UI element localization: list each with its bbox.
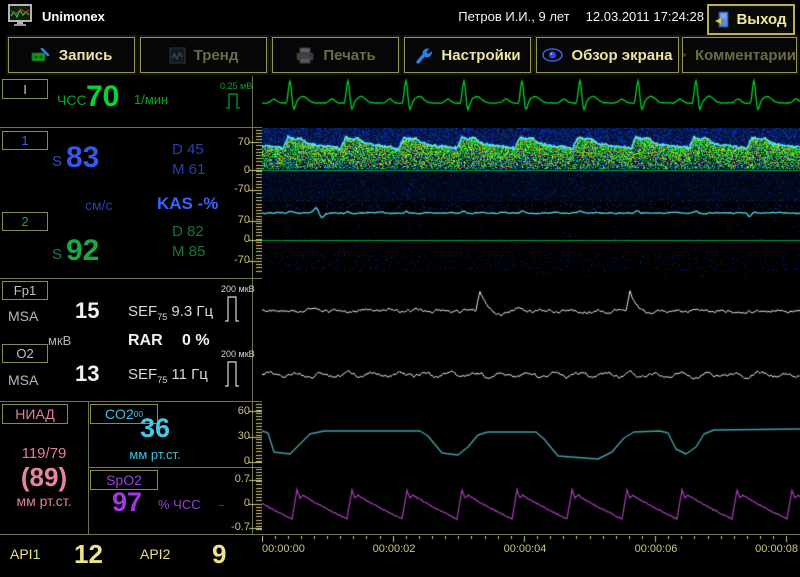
eeg-unit: мкВ	[48, 333, 72, 348]
bottom-divider	[0, 534, 800, 535]
record-icon	[31, 47, 50, 62]
doppler-ch2-s-label: S	[52, 246, 63, 263]
comments-button[interactable]: Комментарии	[682, 37, 797, 73]
eye-icon	[542, 48, 564, 62]
api1-value: 12	[74, 539, 103, 569]
trend-button[interactable]: Тренд	[140, 37, 267, 73]
nibp-sys-dia: 119/79	[21, 445, 67, 462]
eeg-fp1-calib-pulse-icon	[225, 296, 239, 322]
spo2-pleth-waveform	[262, 468, 800, 533]
eeg-rar-value: 0 %	[182, 332, 210, 349]
trend-icon	[169, 47, 186, 63]
time-label-3: 00:00:06	[634, 543, 678, 555]
doppler-ch1-d-value: D 45	[172, 141, 204, 158]
co2-unit: мм рт.ст.	[129, 447, 181, 462]
print-button[interactable]: Печать	[272, 37, 399, 73]
door-icon	[715, 11, 729, 28]
doppler-ch1-s-value: 83	[66, 141, 100, 174]
datetime: 12.03.2011 17:24:28	[585, 9, 704, 24]
exit-button[interactable]: Выход	[707, 4, 795, 35]
ecg-lead-box: I	[2, 79, 48, 99]
time-label-4: 00:00:08	[755, 543, 798, 555]
section-divider	[0, 127, 262, 128]
eeg-o2-sef: SEF75 11 Гц	[128, 366, 208, 385]
time-label-2: 00:00:04	[503, 543, 547, 555]
ecg-waveform	[262, 78, 800, 126]
nibp-map: (89)	[20, 462, 68, 492]
patient-name: Петров И.И., 9 лет	[458, 9, 570, 24]
settings-button[interactable]: Настройки	[404, 37, 531, 73]
printer-icon	[296, 47, 314, 63]
eeg-o2-msa-label: MSA	[8, 372, 39, 388]
co2-box: CO2 00	[90, 404, 158, 424]
screen-review-button[interactable]: Обзор экрана	[536, 37, 679, 73]
app-title: Unimonex	[42, 9, 105, 24]
time-label-0: 00:00:00	[262, 543, 305, 555]
doppler-ch1-m-value: M 61	[172, 161, 206, 178]
eeg-o2-waveform	[262, 350, 800, 398]
doppler-unit: см/с	[85, 197, 113, 213]
eeg-o2-value: 13	[75, 361, 100, 386]
record-button[interactable]: Запись	[8, 37, 135, 73]
section-divider	[0, 401, 262, 402]
eeg-fp1-value: 15	[75, 298, 100, 323]
api1-label: API1	[10, 546, 41, 562]
nibp-unit: мм рт.ст.	[16, 493, 72, 509]
time-label-1: 00:00:02	[372, 543, 416, 555]
api2-value: 9	[212, 539, 227, 569]
nibp-box: НИАД	[2, 404, 68, 424]
doppler-ch1-box: 1	[2, 131, 48, 150]
spo2-value: 97	[112, 487, 143, 517]
eeg-fp1-sef: SEF75 9.3 Гц	[128, 303, 214, 322]
time-axis-ruler	[262, 536, 800, 544]
vertical-scale-ruler	[246, 76, 262, 537]
eeg-fp1-calib-label: 200 мкВ	[221, 284, 255, 294]
co2-waveform	[262, 402, 800, 466]
api2-label: API2	[140, 546, 171, 562]
patient-info: Петров И.И., 9 лет 12.03.2011 17:24:28	[458, 9, 704, 24]
doppler-ch2-s-value: 92	[66, 234, 100, 267]
eeg-o2-calib-pulse-icon	[225, 361, 239, 387]
doppler-ch2-spectrogram	[262, 203, 800, 277]
doppler-ch1-s-label: S	[52, 153, 63, 170]
eeg-o2-calib-label: 200 мкВ	[221, 349, 255, 359]
doppler-ch1-spectrogram	[262, 128, 800, 202]
spo2-unit: % ЧСС	[158, 497, 201, 512]
doppler-ch2-d-value: D 82	[172, 223, 204, 240]
eeg-fp1-msa-label: MSA	[8, 308, 39, 324]
section-divider	[0, 278, 262, 279]
eeg-fp1-waveform	[262, 285, 800, 343]
section-divider	[88, 401, 89, 534]
hr-unit: 1/мин	[134, 92, 169, 107]
doppler-ch2-m-value: M 85	[172, 243, 206, 260]
co2-value: 36	[139, 413, 171, 443]
doppler-ch2-box: 2	[2, 212, 48, 231]
ecg-calib-label: 0.25 мВ	[220, 81, 253, 91]
spo2-scale-m07: -0.7	[231, 521, 250, 533]
section-divider	[88, 467, 262, 468]
hr-value: 70	[86, 80, 120, 113]
hr-label: ЧСС	[57, 92, 87, 108]
eeg-fp1-box: Fp1	[2, 281, 48, 300]
spo2-hr-placeholder: --	[218, 500, 224, 510]
eeg-rar-label: RAR	[128, 332, 163, 349]
doppler-kas: KAS -%	[157, 194, 219, 213]
wrench-icon	[416, 47, 433, 64]
ecg-calib-pulse-icon	[226, 93, 240, 109]
eeg-o2-box: O2	[2, 344, 48, 363]
spo2-box: SpO2	[90, 470, 158, 490]
app-logo-icon	[8, 4, 32, 26]
note-pen-icon	[683, 53, 687, 57]
